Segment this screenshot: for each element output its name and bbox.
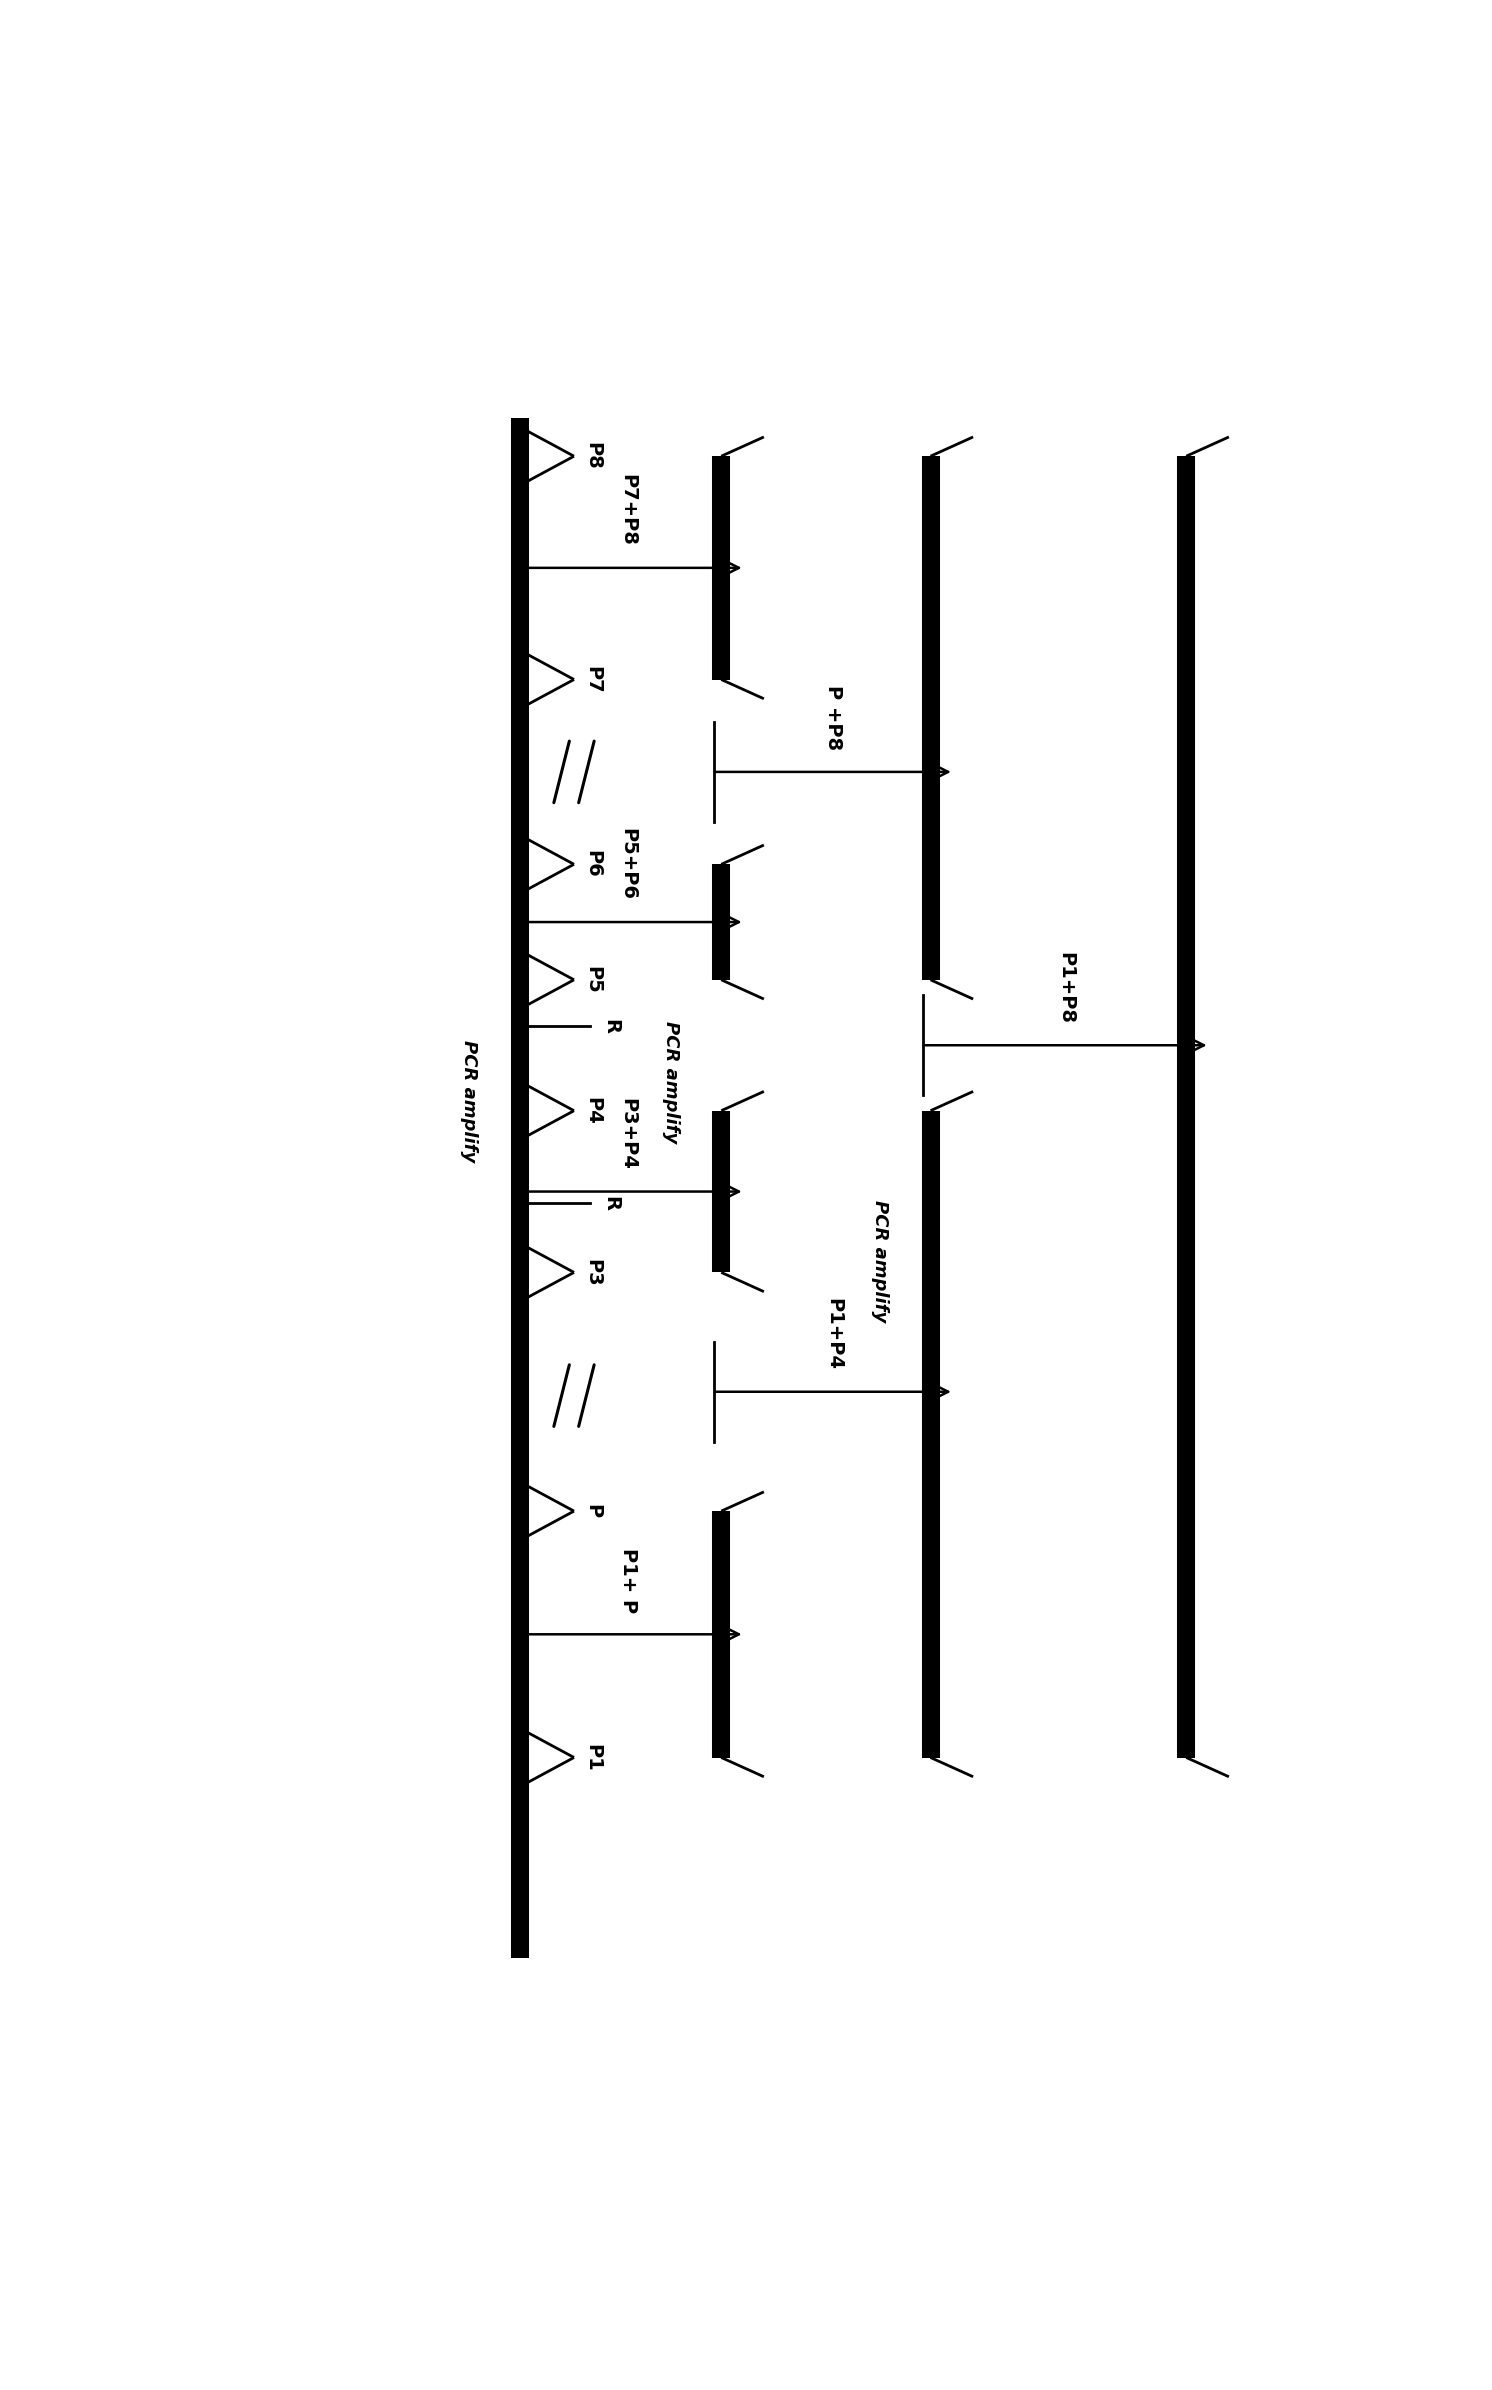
Text: P1+P4: P1+P4 xyxy=(824,1298,843,1369)
Text: R: R xyxy=(601,1018,621,1032)
Text: P +P8: P +P8 xyxy=(824,686,843,750)
Text: P3+P4: P3+P4 xyxy=(619,1097,637,1171)
Text: PCR amplify: PCR amplify xyxy=(871,1200,889,1322)
Text: P7: P7 xyxy=(583,667,603,693)
Text: P1+P8: P1+P8 xyxy=(1056,951,1076,1023)
Text: P1+ P: P1+ P xyxy=(619,1549,637,1613)
Text: P: P xyxy=(583,1503,603,1518)
Text: PCR amplify: PCR amplify xyxy=(662,1021,680,1142)
Text: P5+P6: P5+P6 xyxy=(619,829,637,901)
Text: P8: P8 xyxy=(583,442,603,471)
Text: P1: P1 xyxy=(583,1745,603,1771)
Text: P6: P6 xyxy=(583,851,603,877)
Text: PCR amplify: PCR amplify xyxy=(461,1040,479,1162)
Text: P3: P3 xyxy=(583,1260,603,1286)
Text: P5: P5 xyxy=(583,966,603,994)
Text: P4: P4 xyxy=(583,1097,603,1126)
Text: P7+P8: P7+P8 xyxy=(619,476,637,547)
Text: R: R xyxy=(601,1195,621,1212)
